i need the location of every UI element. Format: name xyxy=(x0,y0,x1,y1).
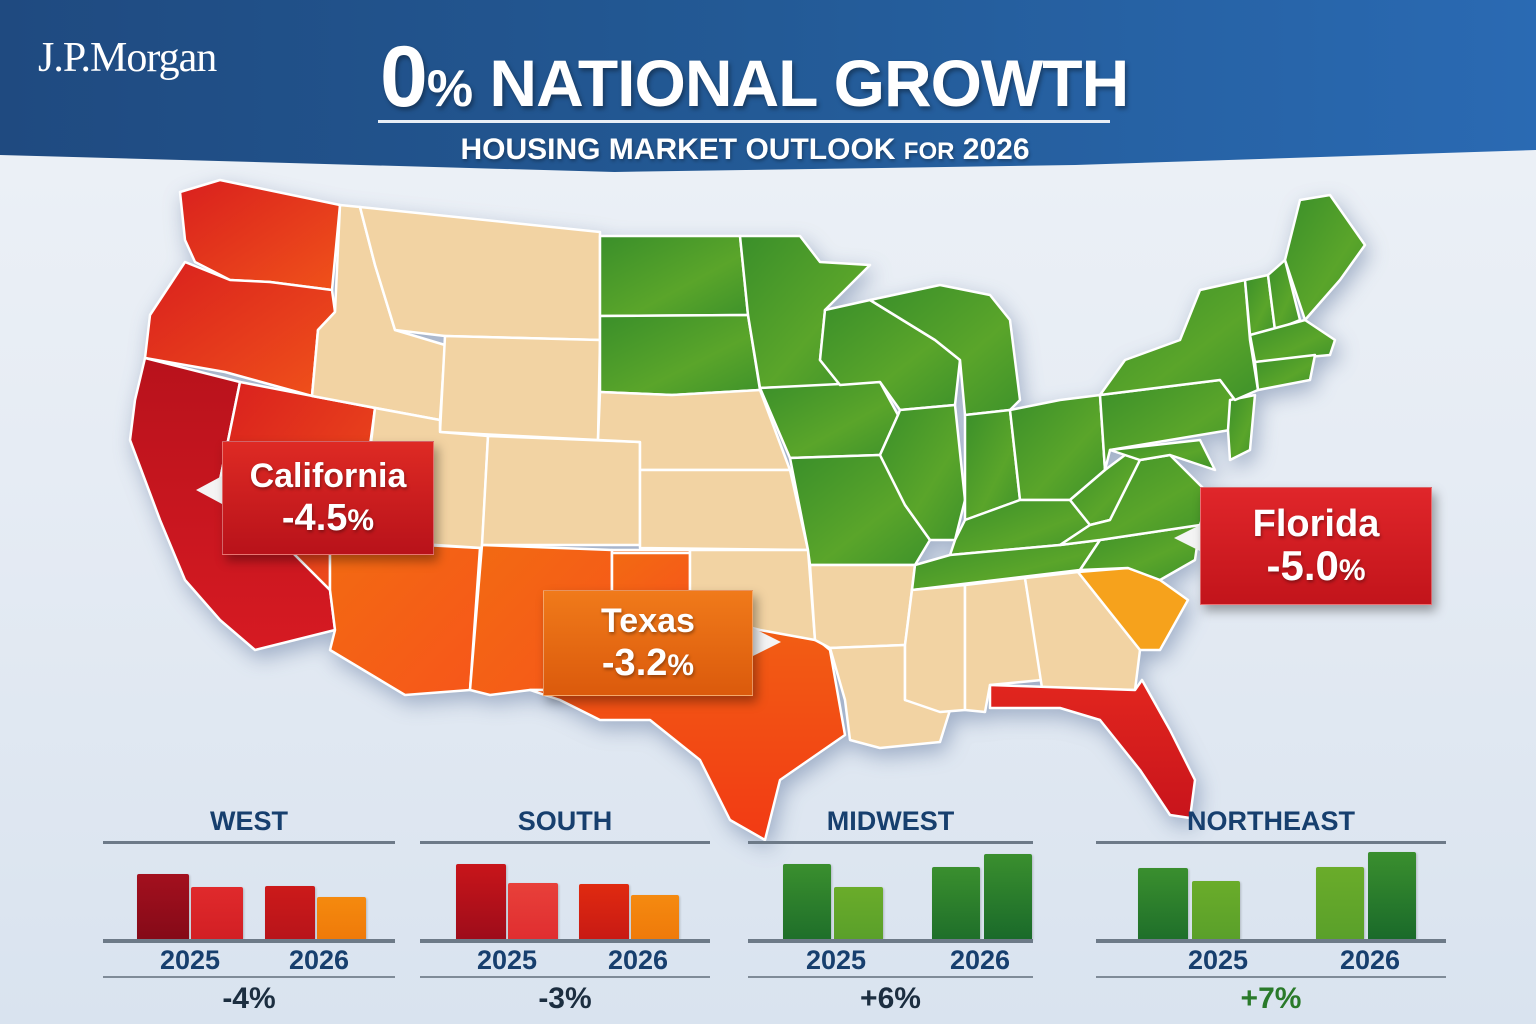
florida-value: -5.0% xyxy=(1201,544,1431,593)
california-pointer-icon xyxy=(196,476,222,504)
state-new-york xyxy=(1098,278,1260,402)
axis-baseline xyxy=(748,939,1033,943)
state-wyoming xyxy=(438,334,602,442)
bar-2026-a xyxy=(1316,867,1364,939)
year-label-2025: 2025 xyxy=(159,945,221,975)
texas-number: -3.2 xyxy=(601,642,668,684)
region-change: -4% xyxy=(222,982,276,1015)
state-arkansas xyxy=(808,563,917,650)
title-number: 0 xyxy=(380,29,428,125)
california-callout: California -4.5% xyxy=(222,441,434,555)
jpmorgan-logo: J.P.Morgan xyxy=(38,35,217,81)
region-title: NORTHEAST xyxy=(1187,806,1355,836)
bar-2025-b xyxy=(1192,881,1240,939)
year-label-2026: 2026 xyxy=(607,945,669,975)
california-percent: % xyxy=(347,504,375,537)
subtitle-main: HOUSING MARKET OUTLOOK xyxy=(460,133,904,166)
state-connecticut-rhode-island xyxy=(1253,353,1317,392)
state-south-dakota xyxy=(598,313,762,397)
california-number: -4.5 xyxy=(281,497,348,539)
page-subtitle: HOUSING MARKET OUTLOOK FOR 2026 xyxy=(380,133,1110,167)
florida-percent: % xyxy=(1338,554,1366,587)
region-title: SOUTH xyxy=(517,806,613,836)
florida-callout: Florida -5.0% xyxy=(1200,487,1432,605)
divider xyxy=(1096,976,1446,978)
state-kansas xyxy=(638,468,810,552)
texas-callout: Texas -3.2% xyxy=(543,590,753,696)
region-change: -3% xyxy=(538,982,592,1015)
divider xyxy=(103,841,395,844)
bar-2025-b xyxy=(508,883,558,939)
bar-2025-b xyxy=(191,887,243,939)
divider xyxy=(420,841,710,844)
florida-number: -5.0 xyxy=(1266,542,1339,589)
region-panel-south: SOUTH 2025 2026 -3% xyxy=(420,800,710,1024)
region-panel-northeast: NORTHEAST 2025 2026 +7% xyxy=(1096,800,1446,1024)
bar-2026-a xyxy=(265,886,315,939)
state-illinois xyxy=(878,403,967,542)
region-change: +6% xyxy=(860,982,921,1015)
bar-2025-b xyxy=(834,887,883,939)
bar-2026-b xyxy=(631,895,679,939)
florida-label: Florida xyxy=(1252,503,1380,545)
year-label-2025: 2025 xyxy=(805,945,867,975)
bar-2025-a xyxy=(783,864,831,939)
divider xyxy=(103,976,395,978)
title-text: NATIONAL GROWTH xyxy=(472,46,1129,120)
bar-2025-a xyxy=(137,874,189,939)
year-label-2025: 2025 xyxy=(1187,945,1249,975)
state-arizona xyxy=(328,538,482,697)
axis-baseline xyxy=(420,939,710,943)
region-panel-midwest: MIDWEST 2025 2026 +6% xyxy=(748,800,1033,1024)
california-label: California xyxy=(249,457,407,495)
state-massachusetts xyxy=(1248,318,1337,364)
bar-2026-a xyxy=(579,884,629,939)
bar-2025-a xyxy=(1138,868,1188,939)
state-mississippi xyxy=(903,583,967,714)
state-georgia xyxy=(1023,570,1142,692)
state-maine xyxy=(1283,193,1367,322)
subtitle-year: 2026 xyxy=(954,133,1030,166)
state-new-jersey xyxy=(1226,393,1257,462)
year-label-2026: 2026 xyxy=(1339,945,1401,975)
header-banner xyxy=(0,0,1536,172)
bar-2026-b xyxy=(317,897,366,939)
texas-label: Texas xyxy=(601,602,695,640)
region-change: +7% xyxy=(1240,982,1302,1015)
florida-pointer-icon xyxy=(1174,524,1202,552)
state-florida xyxy=(988,678,1197,820)
title-divider xyxy=(378,120,1110,123)
divider xyxy=(748,976,1033,978)
region-title: WEST xyxy=(210,806,288,836)
divider xyxy=(748,841,1033,844)
divider xyxy=(420,976,710,978)
axis-baseline xyxy=(1096,939,1446,943)
texas-percent: % xyxy=(667,649,695,682)
region-panel-west: WEST 2025 2026 -4% xyxy=(103,800,395,1024)
texas-value: -3.2% xyxy=(544,641,752,688)
california-value: -4.5% xyxy=(223,496,433,543)
state-michigan xyxy=(868,283,1022,417)
year-label-2026: 2026 xyxy=(949,945,1011,975)
subtitle-for: FOR xyxy=(903,138,955,165)
year-label-2025: 2025 xyxy=(476,945,538,975)
bar-2026-a xyxy=(932,867,980,939)
axis-baseline xyxy=(103,939,395,943)
bar-2026-b xyxy=(984,854,1032,939)
title-percent: % xyxy=(426,60,473,118)
state-montana xyxy=(358,205,602,342)
divider xyxy=(1096,841,1446,844)
state-maryland xyxy=(1108,438,1217,472)
bar-2026-b xyxy=(1368,852,1416,939)
state-new-hampshire xyxy=(1266,258,1302,332)
page-title: 0% NATIONAL GROWTH xyxy=(380,28,1129,127)
year-label-2026: 2026 xyxy=(288,945,350,975)
region-title: MIDWEST xyxy=(826,806,955,836)
bar-2025-a xyxy=(456,864,506,939)
state-colorado xyxy=(480,434,642,547)
state-north-dakota xyxy=(598,234,750,318)
texas-pointer-icon xyxy=(753,628,781,656)
